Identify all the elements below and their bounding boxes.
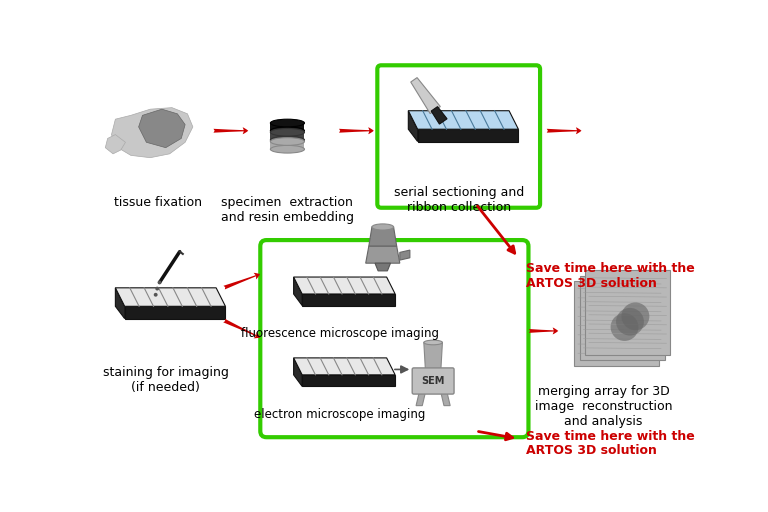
Polygon shape (302, 375, 396, 387)
FancyBboxPatch shape (585, 270, 670, 355)
FancyBboxPatch shape (574, 281, 660, 366)
Polygon shape (111, 108, 193, 158)
Polygon shape (441, 393, 450, 406)
Text: staining for imaging
(if needed): staining for imaging (if needed) (103, 366, 229, 394)
Polygon shape (409, 111, 418, 141)
Circle shape (616, 308, 644, 335)
Ellipse shape (270, 129, 304, 136)
Text: serial sectioning and
ribbon collection: serial sectioning and ribbon collection (393, 186, 524, 214)
Ellipse shape (270, 136, 304, 144)
Polygon shape (270, 123, 304, 131)
Circle shape (621, 303, 650, 330)
Circle shape (155, 287, 159, 290)
Polygon shape (411, 78, 440, 114)
Polygon shape (418, 129, 518, 141)
Ellipse shape (372, 224, 393, 230)
Polygon shape (293, 277, 302, 306)
Polygon shape (431, 106, 447, 124)
Text: merging array for 3D
image  reconstruction
and analysis: merging array for 3D image reconstructio… (535, 385, 672, 428)
Polygon shape (293, 358, 302, 387)
Text: electron microscope imaging: electron microscope imaging (254, 408, 425, 421)
Circle shape (154, 293, 157, 296)
Polygon shape (369, 227, 397, 246)
Circle shape (157, 281, 161, 284)
Polygon shape (293, 358, 396, 375)
Ellipse shape (270, 119, 304, 127)
Polygon shape (270, 132, 304, 140)
FancyBboxPatch shape (260, 240, 528, 437)
Ellipse shape (270, 127, 304, 135)
Polygon shape (105, 135, 125, 154)
Text: tissue fixation: tissue fixation (114, 196, 202, 209)
Text: fluorescence microscope imaging: fluorescence microscope imaging (241, 327, 439, 340)
Polygon shape (400, 250, 410, 260)
Polygon shape (115, 288, 226, 306)
Polygon shape (366, 246, 400, 263)
Ellipse shape (270, 145, 304, 153)
Ellipse shape (424, 340, 442, 345)
Polygon shape (115, 288, 124, 318)
Polygon shape (416, 393, 425, 406)
Text: Save time here with the
ARTOS 3D solution: Save time here with the ARTOS 3D solutio… (526, 430, 695, 458)
Polygon shape (409, 111, 518, 129)
Polygon shape (293, 277, 396, 294)
FancyBboxPatch shape (580, 275, 665, 360)
Ellipse shape (270, 138, 304, 145)
Polygon shape (270, 141, 304, 149)
Text: SEM: SEM (422, 376, 445, 386)
Text: specimen  extraction
and resin embedding: specimen extraction and resin embedding (221, 196, 354, 224)
Circle shape (611, 313, 638, 341)
Text: Save time here with the
ARTOS 3D solution: Save time here with the ARTOS 3D solutio… (526, 262, 695, 290)
Polygon shape (124, 306, 226, 318)
FancyBboxPatch shape (412, 368, 454, 394)
Polygon shape (302, 294, 396, 306)
Polygon shape (375, 263, 390, 271)
FancyBboxPatch shape (377, 66, 540, 208)
Polygon shape (424, 343, 442, 370)
Polygon shape (139, 109, 185, 147)
